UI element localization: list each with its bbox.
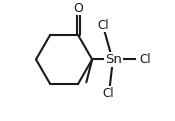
Text: O: O — [73, 2, 83, 15]
Text: Cl: Cl — [103, 87, 114, 100]
Text: Cl: Cl — [97, 19, 108, 32]
Text: Cl: Cl — [140, 53, 151, 66]
Text: Sn: Sn — [105, 53, 122, 66]
